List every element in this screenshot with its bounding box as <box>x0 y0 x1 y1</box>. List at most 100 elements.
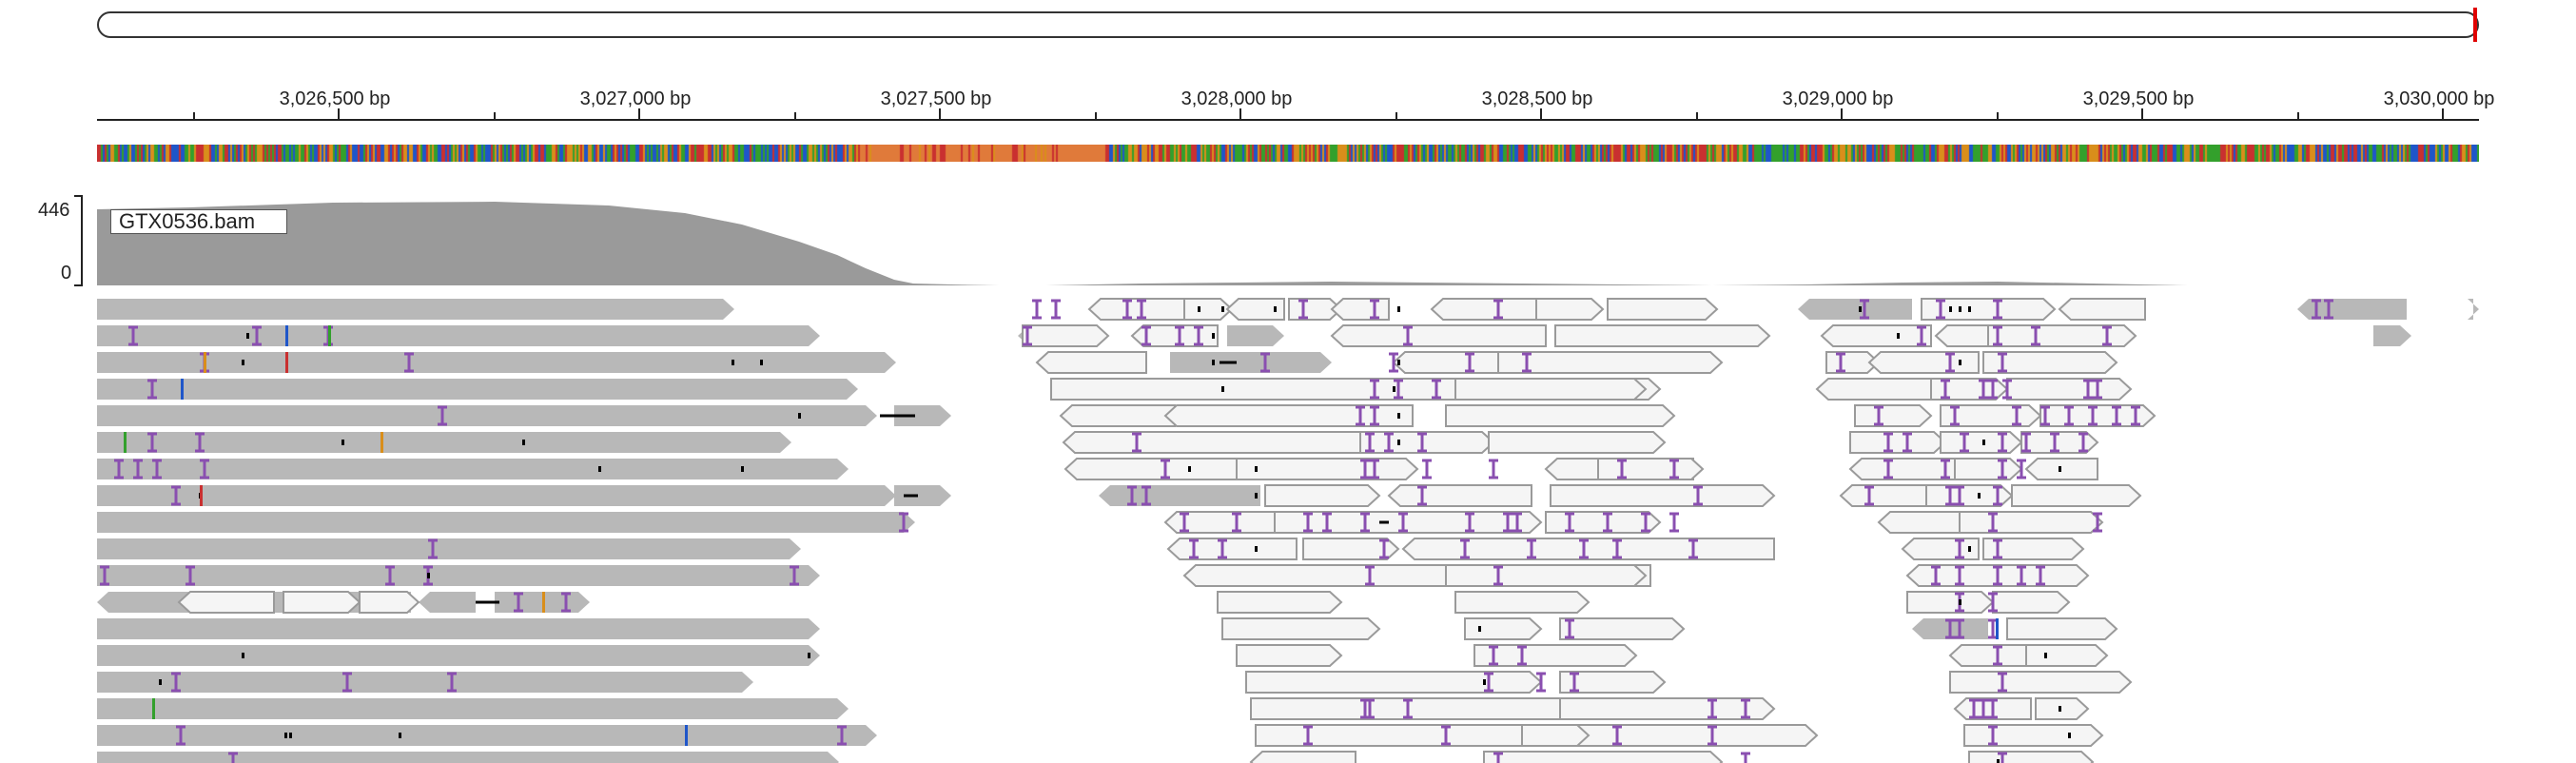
insertion-marker[interactable] <box>147 379 157 400</box>
read-alignment[interactable] <box>97 459 849 479</box>
insertion-marker[interactable] <box>1360 459 1370 479</box>
insertion-marker[interactable] <box>1955 485 1964 506</box>
insertion-marker[interactable] <box>1398 512 1408 533</box>
insertion-marker[interactable] <box>2093 379 2102 400</box>
read-alignment[interactable] <box>1992 591 2071 614</box>
insertion-marker[interactable] <box>1370 459 1379 479</box>
read-alignment[interactable] <box>1454 378 1648 401</box>
deletion-marker[interactable] <box>1255 493 1258 499</box>
deletion-marker[interactable] <box>522 440 525 445</box>
mismatch-marker[interactable] <box>542 592 545 613</box>
insertion-marker[interactable] <box>1360 512 1370 533</box>
insertion-marker[interactable] <box>447 672 457 693</box>
deletion-marker[interactable] <box>1949 306 1952 312</box>
insertion-marker[interactable] <box>1998 459 2007 479</box>
read-alignment[interactable] <box>1559 617 1686 640</box>
insertion-marker[interactable] <box>1194 325 1203 346</box>
read-alignment[interactable] <box>1849 431 1947 454</box>
deletion-marker[interactable] <box>1221 306 1224 312</box>
insertion-marker[interactable] <box>1536 672 1546 693</box>
insertion-marker[interactable] <box>1512 512 1522 533</box>
insertion-marker[interactable] <box>1356 405 1365 426</box>
read-alignment[interactable] <box>2025 644 2109 667</box>
read-alignment[interactable] <box>1982 538 2085 560</box>
deletion-marker[interactable] <box>1397 306 1400 312</box>
insertion-marker[interactable] <box>1903 432 1912 453</box>
read-alignment[interactable] <box>1022 324 1110 347</box>
deletion-marker[interactable] <box>1212 360 1215 365</box>
insertion-marker[interactable] <box>2017 459 2026 479</box>
insertion-marker[interactable] <box>404 352 414 373</box>
insertion-marker[interactable] <box>1379 538 1389 559</box>
read-alignment[interactable] <box>1236 644 1343 667</box>
insertion-marker[interactable] <box>1394 379 1403 400</box>
insertion-marker[interactable] <box>1132 432 1142 453</box>
insertion-marker[interactable] <box>2002 379 2012 400</box>
insertion-marker[interactable] <box>1180 512 1189 533</box>
read-alignment[interactable] <box>1949 671 2133 694</box>
read-alignment[interactable] <box>1387 484 1532 507</box>
deletion-marker[interactable] <box>1982 440 1985 445</box>
deletion-marker[interactable] <box>1968 306 1971 312</box>
insertion-marker[interactable] <box>1979 379 1988 400</box>
read-alignment[interactable] <box>359 591 420 614</box>
coverage-track[interactable] <box>0 190 2576 293</box>
read-alignment[interactable] <box>2373 325 2411 346</box>
insertion-marker[interactable] <box>152 459 162 479</box>
insertion-marker[interactable] <box>1955 538 1964 559</box>
insertion-marker[interactable] <box>252 325 262 346</box>
deletion-marker[interactable] <box>1968 546 1971 552</box>
mismatch-marker[interactable] <box>381 432 383 453</box>
read-alignment[interactable] <box>1550 484 1776 507</box>
deletion-marker[interactable] <box>1397 440 1400 445</box>
mismatch-marker[interactable] <box>1996 618 1999 639</box>
insertion-marker[interactable] <box>1384 432 1394 453</box>
deletion-marker[interactable] <box>159 679 162 685</box>
read-alignment[interactable] <box>2035 697 2090 720</box>
read-alignment[interactable] <box>1163 404 1414 427</box>
mismatch-marker[interactable] <box>285 325 288 346</box>
insertion-marker[interactable] <box>1708 698 1717 719</box>
insertion-marker[interactable] <box>385 565 395 586</box>
insertion-marker[interactable] <box>176 725 185 746</box>
deletion-marker[interactable] <box>1198 306 1200 312</box>
read-alignment[interactable] <box>97 485 896 506</box>
insertion-marker[interactable] <box>1988 512 1998 533</box>
insertion-marker[interactable] <box>1023 325 1032 346</box>
read-alignment[interactable] <box>1099 485 1260 506</box>
insertion-marker[interactable] <box>1612 538 1622 559</box>
insertion-marker[interactable] <box>2093 512 2102 533</box>
read-alignment[interactable] <box>1901 538 1980 560</box>
insertion-marker[interactable] <box>128 325 138 346</box>
insertion-marker[interactable] <box>1441 725 1451 746</box>
read-alignment[interactable] <box>97 565 820 586</box>
insertion-marker[interactable] <box>1460 538 1470 559</box>
insertion-marker[interactable] <box>1417 485 1427 506</box>
insertion-marker[interactable] <box>1988 592 1998 613</box>
deletion-marker[interactable] <box>289 733 292 738</box>
read-alignment[interactable] <box>1264 484 1381 507</box>
insertion-marker[interactable] <box>171 485 181 506</box>
read-alignment[interactable] <box>1959 511 2104 534</box>
mismatch-marker[interactable] <box>204 352 206 373</box>
read-alignment[interactable] <box>2020 431 2099 454</box>
insertion-marker[interactable] <box>1998 352 2007 373</box>
deletion-marker[interactable] <box>1997 759 2000 763</box>
insertion-marker[interactable] <box>1998 752 2007 763</box>
insertion-marker[interactable] <box>1969 698 1979 719</box>
insertion-marker[interactable] <box>1883 432 1893 453</box>
deletion-marker[interactable] <box>1397 360 1400 365</box>
insertion-marker[interactable] <box>1603 512 1612 533</box>
deletion-marker[interactable] <box>284 733 287 738</box>
insertion-marker[interactable] <box>2131 405 2140 426</box>
insertion-marker[interactable] <box>1617 459 1627 479</box>
deletion-marker[interactable] <box>1397 413 1400 419</box>
read-alignment[interactable] <box>97 432 791 453</box>
insertion-marker[interactable] <box>438 405 447 426</box>
insertion-marker[interactable] <box>2112 405 2121 426</box>
read-alignment[interactable] <box>1392 351 1499 374</box>
read-alignment[interactable] <box>1225 298 1285 321</box>
insertion-marker[interactable] <box>2088 405 2098 426</box>
deletion-marker[interactable] <box>2059 706 2061 712</box>
deletion-marker[interactable] <box>1274 306 1277 312</box>
